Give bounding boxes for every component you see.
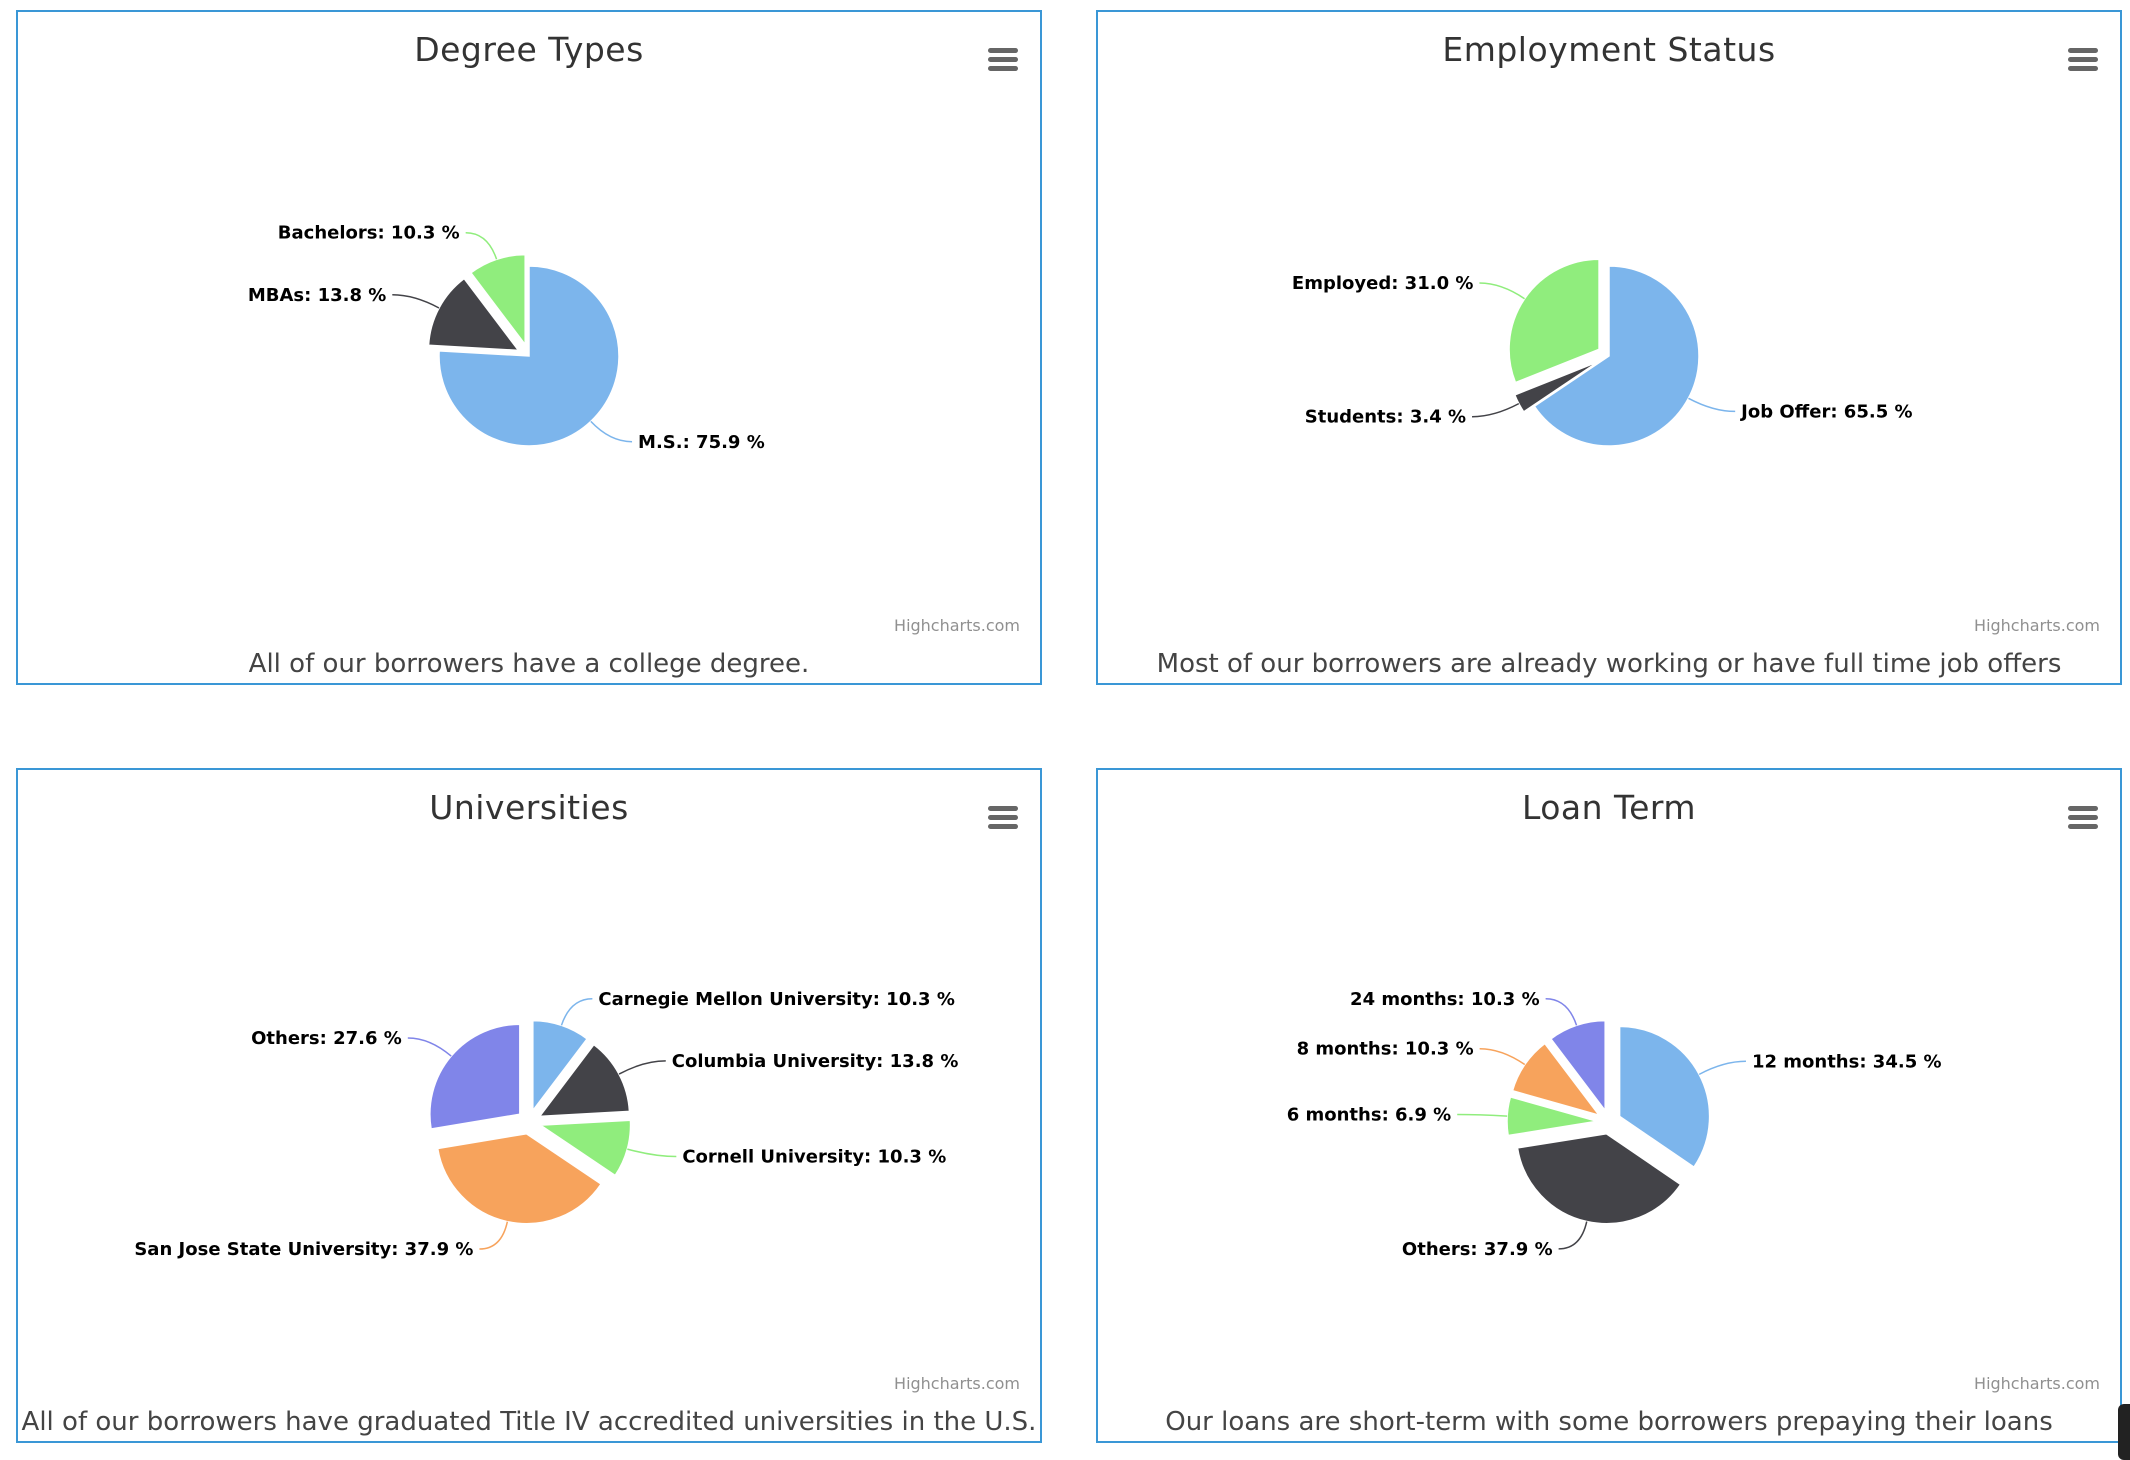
pie-slice-students[interactable]: [1513, 360, 1599, 413]
chart-card-employment-status: Employment Status Job Offer: 65.5 % Stude…: [1096, 10, 2122, 685]
connector-line: [627, 1148, 677, 1158]
connector-line: [1479, 282, 1526, 300]
credits-link[interactable]: Highcharts.com: [1974, 1374, 2100, 1393]
menu-icon-bar: [2068, 824, 2098, 829]
chart-title: Degree Types: [414, 30, 644, 69]
credits-link[interactable]: Highcharts.com: [894, 1374, 1020, 1393]
menu-icon-bar: [988, 66, 1018, 71]
pie-chart-degree-types: M.S.: 75.9 % MBAs: 13.8 % Bachelors: 10.3 …: [248, 223, 765, 453]
menu-icon: [988, 48, 1018, 53]
pie-slice-12-months[interactable]: [1618, 1025, 1711, 1169]
pie-slice-others[interactable]: [429, 1023, 521, 1130]
pie-slice-san-jose-state-university[interactable]: [436, 1132, 603, 1225]
connector-line: [1688, 397, 1736, 413]
menu-icon-bar: [2068, 815, 2098, 820]
credits-link[interactable]: Highcharts.com: [894, 616, 1020, 635]
data-label: Job Offer: 65.5 %: [1739, 401, 1912, 422]
connector-line: [618, 1060, 666, 1075]
connector-line: [1479, 1047, 1526, 1066]
menu-icon: [2068, 806, 2098, 811]
data-label: San Jose State University: 37.9 %: [134, 1239, 473, 1260]
chart-title: Universities: [429, 788, 629, 827]
menu-icon: [2068, 48, 2098, 53]
data-label: Employed: 31.0 %: [1292, 273, 1473, 294]
pie-slice-employed[interactable]: [1508, 258, 1600, 384]
pie-chart-universities: Carnegie Mellon University: 10.3 % Columb…: [134, 989, 959, 1260]
chart-card-degree-types: Degree Types M.S.: 75.9 % MBAs: 13.8 % Bac…: [16, 10, 1042, 685]
data-label: Others: 37.9 %: [1402, 1239, 1553, 1260]
pie-slice-others[interactable]: [1516, 1132, 1682, 1225]
pie-slice-6-months[interactable]: [1506, 1095, 1598, 1137]
menu-icon-bar: [988, 57, 1018, 62]
menu-icon: [988, 806, 1018, 811]
data-label: Students: 3.4 %: [1305, 407, 1466, 428]
data-label: 6 months: 6.9 %: [1287, 1104, 1452, 1125]
connector-line: [1545, 998, 1578, 1026]
pie-slice-m-s[interactable]: [438, 265, 620, 447]
data-label: 24 months: 10.3 %: [1350, 989, 1540, 1010]
connector-line: [590, 420, 633, 443]
chart-title: Loan Term: [1521, 788, 1697, 827]
connector-line: [1457, 1113, 1508, 1117]
data-label: Others: 27.6 %: [251, 1028, 402, 1049]
data-label: Bachelors: 10.3 %: [278, 223, 460, 244]
pie-slice-job-offer[interactable]: [1533, 265, 1700, 447]
pie-slice-columbia-university[interactable]: [538, 1043, 631, 1118]
menu-icon-bar: [2068, 57, 2098, 62]
chart-menu-button[interactable]: [2066, 804, 2100, 832]
credits-link[interactable]: Highcharts.com: [1974, 616, 2100, 635]
data-label: 12 months: 34.5 %: [1752, 1051, 1942, 1072]
data-label: 8 months: 10.3 %: [1297, 1039, 1474, 1060]
scrollbar-thumb[interactable]: [2118, 1404, 2130, 1460]
data-label: M.S.: 75.9 %: [638, 432, 765, 453]
connector-line: [465, 231, 498, 260]
menu-icon-bar: [988, 824, 1018, 829]
pie-slice-carnegie-mellon-university[interactable]: [532, 1019, 589, 1113]
pie-chart-loan-term: 12 months: 34.5 % Others: 37.9 % 6 months:…: [1287, 989, 1942, 1260]
chart-card-universities: Universities Carnegie Mellon University:…: [16, 768, 1042, 1443]
chart-title: Employment Status: [1442, 30, 1776, 69]
chart-caption: Our loans are short-term with some borro…: [1165, 1407, 2053, 1437]
data-label: Carnegie Mellon University: 10.3 %: [598, 989, 955, 1010]
menu-icon-bar: [988, 815, 1018, 820]
pie-chart-employment-status: Job Offer: 65.5 % Students: 3.4 % Employed…: [1292, 258, 1913, 447]
chart-menu-button[interactable]: [986, 46, 1020, 74]
chart-caption: All of our borrowers have a college degr…: [248, 649, 810, 679]
chart-caption: Most of our borrowers are already workin…: [1156, 649, 2062, 679]
connector-line: [479, 1221, 509, 1250]
chart-menu-button[interactable]: [986, 804, 1020, 832]
menu-icon-bar: [2068, 66, 2098, 71]
connector-line: [392, 294, 440, 309]
connector-line: [1558, 1221, 1588, 1250]
connector-line: [407, 1037, 452, 1057]
data-label: Cornell University: 10.3 %: [682, 1147, 946, 1168]
pie-slice-bachelors[interactable]: [469, 253, 526, 347]
pie-slice-24-months[interactable]: [1549, 1019, 1606, 1113]
data-label: MBAs: 13.8 %: [248, 285, 386, 306]
chart-card-loan-term: Loan Term 12 months: 34.5 % Others: 37.9 …: [1096, 768, 2122, 1443]
data-label: Columbia University: 13.8 %: [672, 1051, 959, 1072]
connector-line: [1472, 402, 1520, 418]
chart-menu-button[interactable]: [2066, 46, 2100, 74]
connector-line: [1698, 1060, 1746, 1076]
chart-caption: All of our borrowers have graduated Titl…: [21, 1407, 1037, 1437]
connector-line: [560, 998, 593, 1026]
